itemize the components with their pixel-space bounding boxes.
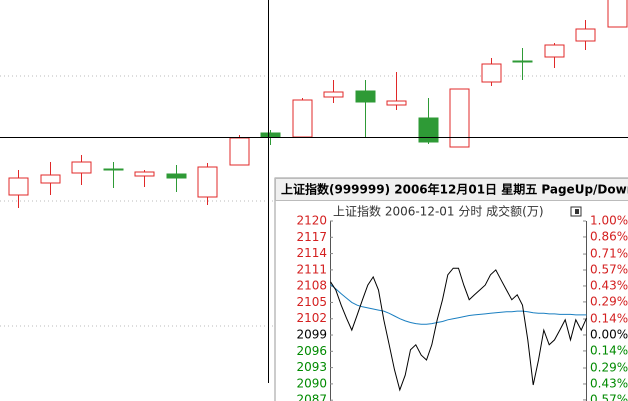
candle-body	[449, 88, 470, 148]
y2-tick-label: 0.86%	[590, 229, 628, 243]
y-tick-label: 2105	[296, 295, 327, 309]
candle-body	[323, 91, 344, 98]
candle-body	[197, 166, 218, 198]
y2-tick-label: 0.00%	[590, 327, 628, 341]
y2-tick-label: 1.00%	[590, 214, 628, 228]
candle-body	[260, 132, 281, 138]
popup-title-bar	[275, 178, 628, 201]
candle-body	[512, 60, 533, 63]
y2-tick-label: 0.29%	[590, 294, 628, 308]
y-tick-label: 2102	[296, 311, 327, 325]
candle-body	[355, 90, 376, 103]
candle-body	[71, 161, 92, 174]
y-tick-label: 2099	[296, 328, 327, 342]
y-tick-label: 2111	[296, 262, 327, 276]
popup-box	[274, 177, 628, 401]
y2-tick-label: 0.43%	[590, 376, 628, 390]
y2-tick-label: 0.57%	[590, 392, 628, 401]
y2-tick-label: 0.14%	[590, 312, 628, 326]
candle-body	[607, 0, 628, 28]
y-tick-label: 2114	[296, 246, 327, 260]
y-tick-label: 2108	[296, 279, 327, 293]
price-line	[330, 267, 587, 392]
y-tick-label: 2120	[296, 214, 327, 228]
candle-body	[229, 137, 250, 166]
candle-body	[103, 168, 124, 171]
candle-chart	[0, 0, 628, 327]
candle-body	[292, 99, 313, 138]
y-tick-label: 2087	[296, 393, 327, 401]
y-tick-label: 2090	[296, 376, 327, 390]
y-tick-label: 2117	[296, 230, 327, 244]
candle-body	[134, 171, 155, 177]
candle-body	[40, 174, 61, 184]
candle-body	[418, 117, 439, 143]
y2-tick-label: 0.43%	[590, 278, 628, 292]
y-tick-label: 2093	[296, 360, 327, 374]
candle-body	[481, 63, 502, 83]
candle-body	[386, 100, 407, 106]
candle-body	[166, 173, 187, 179]
intraday-popup: 上证指数(999999) 2006年12月01日 星期五 PageUp/Down…	[274, 177, 628, 401]
candle-body	[575, 28, 596, 42]
price-line	[330, 284, 587, 325]
y2-tick-label: 0.29%	[590, 361, 628, 375]
candle-body	[8, 177, 29, 196]
popup-subtitle: 上证指数 2006-12-01 分时 成交额(万)	[333, 204, 544, 219]
settings-icon-inner	[575, 209, 579, 214]
popup-title: 上证指数(999999) 2006年12月01日 星期五 PageUp/Down…	[281, 182, 628, 197]
y2-tick-label: 0.57%	[590, 263, 628, 277]
y2-tick-label: 0.71%	[590, 247, 628, 261]
y-tick-label: 2096	[296, 344, 327, 358]
y2-tick-label: 0.14%	[590, 343, 628, 357]
candle-body	[544, 44, 565, 58]
